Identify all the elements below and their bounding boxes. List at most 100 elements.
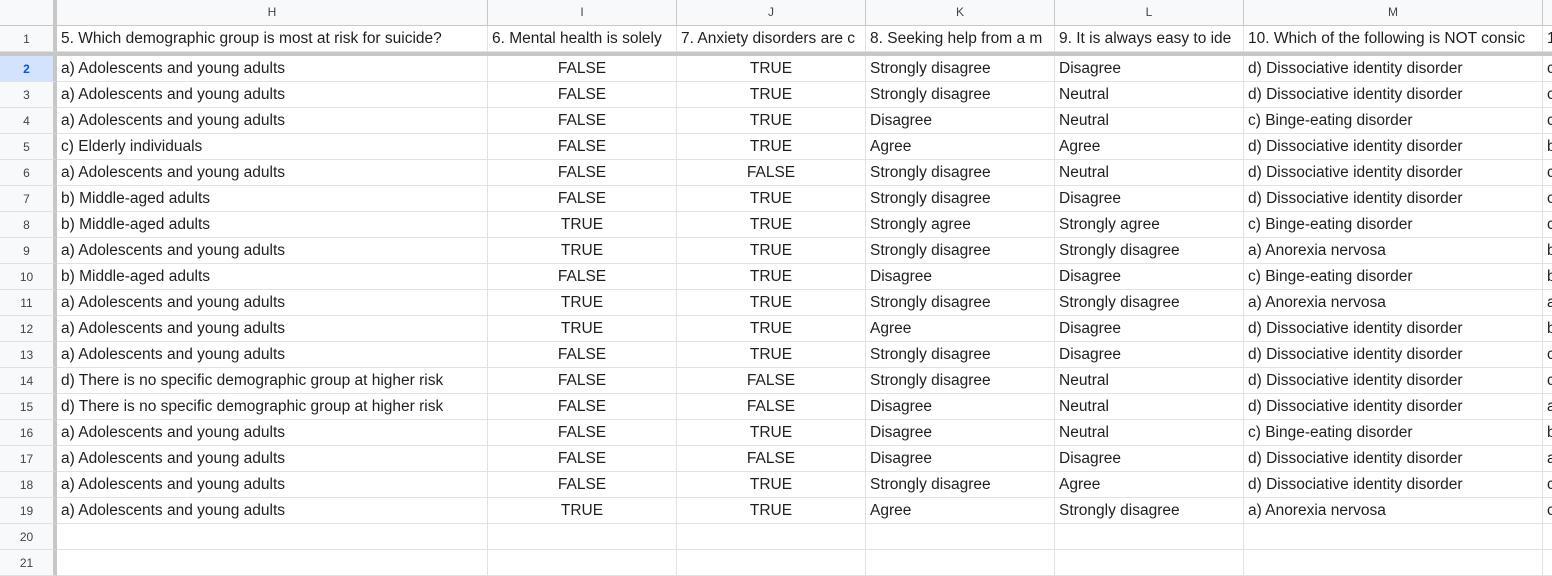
- data-cell[interactable]: FALSE: [488, 160, 677, 186]
- select-all-corner[interactable]: [0, 0, 57, 25]
- data-cell[interactable]: c: [1543, 108, 1552, 134]
- data-cell[interactable]: TRUE: [677, 420, 866, 446]
- data-cell[interactable]: Strongly disagree: [866, 472, 1055, 498]
- row-number[interactable]: 11: [0, 290, 57, 316]
- column-header-next[interactable]: [1543, 0, 1552, 25]
- header-cell[interactable]: 10. Which of the following is NOT consic: [1244, 26, 1543, 52]
- data-cell[interactable]: [57, 550, 488, 576]
- data-cell[interactable]: TRUE: [677, 316, 866, 342]
- row-number[interactable]: 1: [0, 26, 57, 52]
- data-cell[interactable]: Agree: [866, 498, 1055, 524]
- row-number[interactable]: 18: [0, 472, 57, 498]
- data-cell[interactable]: a) Adolescents and young adults: [57, 420, 488, 446]
- data-cell[interactable]: [488, 524, 677, 550]
- data-cell[interactable]: FALSE: [677, 446, 866, 472]
- data-cell[interactable]: a) Adolescents and young adults: [57, 238, 488, 264]
- data-cell[interactable]: Agree: [866, 134, 1055, 160]
- data-cell[interactable]: TRUE: [488, 316, 677, 342]
- data-cell[interactable]: FALSE: [488, 108, 677, 134]
- data-cell[interactable]: a) Adolescents and young adults: [57, 446, 488, 472]
- data-cell[interactable]: b) Middle-aged adults: [57, 212, 488, 238]
- data-cell[interactable]: c: [1543, 160, 1552, 186]
- data-cell[interactable]: b) Middle-aged adults: [57, 264, 488, 290]
- data-cell[interactable]: d) There is no specific demographic grou…: [57, 368, 488, 394]
- data-cell[interactable]: Disagree: [1055, 446, 1244, 472]
- data-cell[interactable]: a) Adolescents and young adults: [57, 342, 488, 368]
- data-cell[interactable]: Disagree: [866, 446, 1055, 472]
- data-cell[interactable]: d) Dissociative identity disorder: [1244, 394, 1543, 420]
- data-cell[interactable]: c: [1543, 498, 1552, 524]
- data-cell[interactable]: [1055, 524, 1244, 550]
- data-cell[interactable]: d) Dissociative identity disorder: [1244, 134, 1543, 160]
- header-cell[interactable]: 9. It is always easy to ide: [1055, 26, 1244, 52]
- data-cell[interactable]: TRUE: [488, 290, 677, 316]
- data-cell[interactable]: Agree: [1055, 472, 1244, 498]
- data-cell[interactable]: Disagree: [1055, 56, 1244, 82]
- data-cell[interactable]: b: [1543, 316, 1552, 342]
- data-cell[interactable]: TRUE: [677, 264, 866, 290]
- row-number[interactable]: 4: [0, 108, 57, 134]
- data-cell[interactable]: d) Dissociative identity disorder: [1244, 342, 1543, 368]
- data-cell[interactable]: Strongly disagree: [1055, 290, 1244, 316]
- data-cell[interactable]: Disagree: [1055, 342, 1244, 368]
- data-cell[interactable]: c) Binge-eating disorder: [1244, 420, 1543, 446]
- data-cell[interactable]: FALSE: [488, 368, 677, 394]
- data-cell[interactable]: FALSE: [488, 394, 677, 420]
- data-cell[interactable]: Disagree: [866, 394, 1055, 420]
- data-cell[interactable]: Strongly disagree: [1055, 238, 1244, 264]
- row-number[interactable]: 9: [0, 238, 57, 264]
- data-cell[interactable]: [866, 550, 1055, 576]
- row-number[interactable]: 2: [0, 56, 57, 82]
- data-cell[interactable]: a) Anorexia nervosa: [1244, 290, 1543, 316]
- data-cell[interactable]: [1244, 550, 1543, 576]
- header-cell[interactable]: 6. Mental health is solely: [488, 26, 677, 52]
- column-header-k[interactable]: K: [866, 0, 1055, 25]
- data-cell[interactable]: b: [1543, 420, 1552, 446]
- data-cell[interactable]: Strongly disagree: [866, 82, 1055, 108]
- data-cell[interactable]: c: [1543, 82, 1552, 108]
- data-cell[interactable]: Disagree: [866, 420, 1055, 446]
- data-cell[interactable]: c: [1543, 368, 1552, 394]
- data-cell[interactable]: FALSE: [488, 82, 677, 108]
- row-number[interactable]: 17: [0, 446, 57, 472]
- data-cell[interactable]: a: [1543, 290, 1552, 316]
- row-number[interactable]: 5: [0, 134, 57, 160]
- row-number[interactable]: 6: [0, 160, 57, 186]
- data-cell[interactable]: TRUE: [677, 498, 866, 524]
- data-cell[interactable]: d) Dissociative identity disorder: [1244, 446, 1543, 472]
- row-number[interactable]: 10: [0, 264, 57, 290]
- row-number[interactable]: 19: [0, 498, 57, 524]
- data-cell[interactable]: a) Adolescents and young adults: [57, 160, 488, 186]
- data-cell[interactable]: c: [1543, 212, 1552, 238]
- data-cell[interactable]: c: [1543, 56, 1552, 82]
- data-cell[interactable]: FALSE: [488, 56, 677, 82]
- data-cell[interactable]: Strongly disagree: [866, 160, 1055, 186]
- data-cell[interactable]: TRUE: [677, 108, 866, 134]
- row-number[interactable]: 13: [0, 342, 57, 368]
- data-cell[interactable]: d) Dissociative identity disorder: [1244, 472, 1543, 498]
- data-cell[interactable]: a: [1543, 394, 1552, 420]
- data-cell[interactable]: c) Elderly individuals: [57, 134, 488, 160]
- data-cell[interactable]: Disagree: [866, 264, 1055, 290]
- data-cell[interactable]: TRUE: [677, 186, 866, 212]
- data-cell[interactable]: c: [1543, 472, 1552, 498]
- column-header-l[interactable]: L: [1055, 0, 1244, 25]
- data-cell[interactable]: Agree: [1055, 134, 1244, 160]
- data-cell[interactable]: Neutral: [1055, 160, 1244, 186]
- data-cell[interactable]: c) Binge-eating disorder: [1244, 108, 1543, 134]
- data-cell[interactable]: a) Adolescents and young adults: [57, 82, 488, 108]
- data-cell[interactable]: d) Dissociative identity disorder: [1244, 56, 1543, 82]
- data-cell[interactable]: d) Dissociative identity disorder: [1244, 160, 1543, 186]
- data-cell[interactable]: FALSE: [488, 446, 677, 472]
- data-cell[interactable]: TRUE: [677, 472, 866, 498]
- data-cell[interactable]: FALSE: [488, 186, 677, 212]
- data-cell[interactable]: TRUE: [677, 212, 866, 238]
- data-cell[interactable]: Strongly disagree: [866, 186, 1055, 212]
- data-cell[interactable]: Strongly disagree: [866, 238, 1055, 264]
- data-cell[interactable]: a) Adolescents and young adults: [57, 498, 488, 524]
- data-cell[interactable]: [677, 524, 866, 550]
- column-header-h[interactable]: H: [57, 0, 488, 25]
- data-cell[interactable]: [1055, 550, 1244, 576]
- data-cell[interactable]: Neutral: [1055, 82, 1244, 108]
- data-cell[interactable]: Strongly disagree: [866, 368, 1055, 394]
